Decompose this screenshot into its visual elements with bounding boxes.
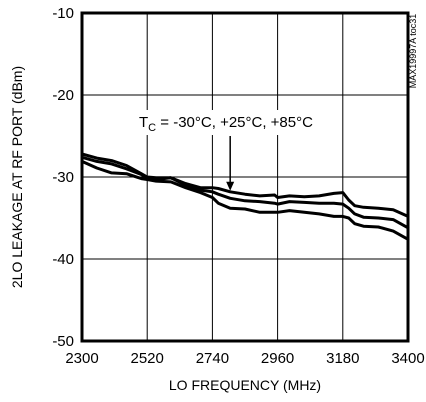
- annotation-arrowhead: [226, 181, 235, 191]
- x-axis-title: LO FREQUENCY (MHz): [169, 377, 321, 393]
- temperature-annotation: TC = -30°C, +25°C, +85°C: [135, 110, 327, 191]
- y-tick-label: -50: [52, 333, 74, 350]
- x-tick-label: 2960: [261, 350, 294, 367]
- y-tick-label: -10: [52, 5, 74, 22]
- series-line-2: [80, 155, 410, 230]
- x-tick-label: 3400: [391, 350, 424, 367]
- y-tick-labels: -10 -20 -30 -40 -50: [52, 5, 74, 350]
- annotation-rest: = -30°C, +25°C, +85°C: [156, 114, 313, 131]
- x-tick-label: 2740: [196, 350, 229, 367]
- annotation-text: TC = -30°C, +25°C, +85°C: [139, 114, 313, 134]
- series-lines: [80, 152, 410, 241]
- annotation-subscript: C: [148, 122, 156, 134]
- y-tick-label: -30: [52, 169, 74, 186]
- x-tick-labels: 2300 2520 2740 2960 3180 3400: [65, 350, 424, 367]
- y-tick-label: -20: [52, 87, 74, 104]
- y-tick-label: -40: [52, 251, 74, 268]
- series-line-3: [80, 159, 410, 241]
- x-tick-label: 3180: [326, 350, 359, 367]
- plot-frame: [80, 11, 410, 343]
- chart-id-watermark: MAX19997A toc31: [408, 14, 418, 89]
- grid-lines: [81, 12, 409, 342]
- y-axis-title: 2LO LEAKAGE AT RF PORT (dBm): [9, 66, 25, 288]
- annotation-prefix: T: [139, 114, 148, 131]
- x-tick-label: 2520: [131, 350, 164, 367]
- series-line-1: [80, 152, 410, 218]
- x-tick-label: 2300: [65, 350, 98, 367]
